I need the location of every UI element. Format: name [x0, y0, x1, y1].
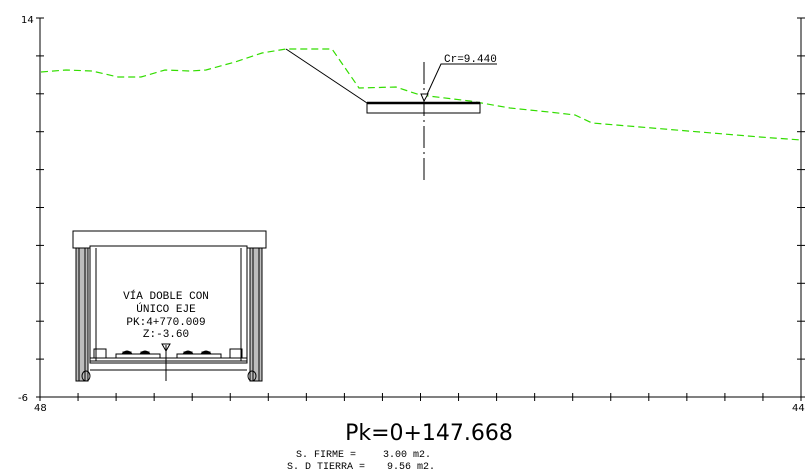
- crown-elevation-label: Cr=9.440: [444, 54, 497, 66]
- y-axis-bottom-label: -6: [18, 393, 28, 404]
- rail-group: [115, 350, 222, 359]
- firme-area-value: 3.00 m2.: [383, 450, 431, 461]
- tierra-area-value: 9.56 m2.: [387, 462, 435, 472]
- inset-pk: PK:4+770.009: [126, 317, 205, 329]
- inset-title-line1: VÍA DOBLE CON: [123, 289, 209, 303]
- crown-callout: [420, 63, 497, 103]
- axis-ticks: [36, 17, 805, 401]
- tierra-area-label: S. D TIERRA =: [287, 462, 365, 472]
- y-axis-top-label: 14: [21, 15, 34, 26]
- x-axis-right-label: 44: [792, 403, 805, 414]
- terrain-profile: [40, 48, 802, 141]
- firme-area-label: S. FIRME =: [296, 450, 356, 461]
- inset-title-line2: ÚNICO EJE: [136, 302, 196, 316]
- station-pk-title: Pk=0+147.668: [345, 421, 513, 446]
- x-axis-left-label: 48: [34, 403, 47, 414]
- slope-line: [285, 48, 368, 104]
- inset-elevation: Z:-3.60: [143, 329, 189, 341]
- tunnel-inset: [72, 230, 267, 382]
